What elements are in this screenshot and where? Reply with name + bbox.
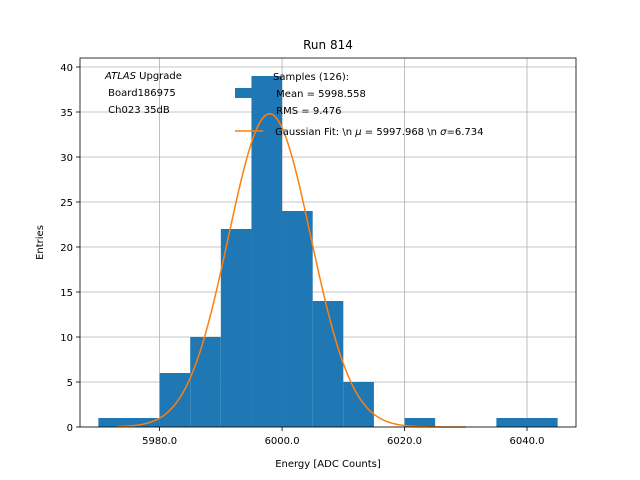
y-axis-label: Entries [35, 225, 46, 260]
histogram-bar [220, 229, 252, 427]
legend: Samples (126): Mean = 5998.558 RMS = 9.4… [235, 72, 483, 138]
x-tick-label: 5980.0 [142, 436, 177, 447]
legend-fit-sigma: σ [440, 127, 447, 138]
histogram-bar [343, 382, 374, 427]
histogram-bars [98, 76, 558, 427]
gaussian-fit [116, 113, 466, 428]
x-axis-ticks: 5980.0 6000.0 6020.0 6040.0 [142, 427, 545, 447]
y-axis-ticks: 0 5 10 15 20 25 30 35 40 [60, 63, 80, 434]
legend-hist-label: RMS = 9.476 [273, 106, 341, 117]
y-tick-label: 25 [60, 198, 73, 209]
legend-hist-label: Mean = 5998.558 [273, 89, 366, 100]
x-tick-label: 6020.0 [387, 436, 422, 447]
x-axis-label: Energy [ADC Counts] [275, 459, 381, 470]
annotation-line: Board186975 [105, 88, 176, 99]
atlas-annotation: ATLAS Upgrade Board186975 Ch023 35dB [104, 71, 182, 116]
histogram-bar [159, 373, 191, 427]
histogram-bar [527, 418, 558, 427]
y-tick-label: 20 [60, 243, 73, 254]
histogram-bar [312, 301, 344, 427]
histogram-bar [404, 418, 436, 427]
legend-fit-suffix: =6.734 [446, 127, 483, 138]
histogram-bar [128, 418, 160, 427]
plot-frame [79, 57, 577, 428]
histogram-bar [282, 211, 313, 427]
annotation-line: Ch023 35dB [105, 105, 170, 116]
y-tick-label: 5 [67, 378, 73, 389]
annotation-line: ATLAS Upgrade [104, 71, 182, 82]
annotation-rest: Upgrade [136, 71, 182, 82]
histogram-bar [98, 418, 129, 427]
legend-fit-mid: = 5997.968 \n [362, 127, 441, 138]
legend-fit-mu: μ [354, 127, 361, 138]
y-tick-label: 15 [60, 288, 73, 299]
histogram-bar [496, 418, 528, 427]
legend-fit-prefix: Gaussian Fit: \n [275, 127, 355, 138]
annotation-italic: ATLAS [104, 71, 137, 82]
legend-hist-label: Samples (126): [273, 72, 349, 83]
y-tick-label: 30 [60, 153, 73, 164]
legend-hist-swatch [235, 88, 263, 98]
y-tick-label: 0 [67, 423, 73, 434]
histogram-bar [251, 76, 283, 427]
y-tick-label: 10 [60, 333, 73, 344]
y-tick-label: 40 [60, 63, 73, 74]
x-tick-label: 6040.0 [510, 436, 545, 447]
chart-title: Run 814 [303, 38, 353, 52]
x-tick-label: 6000.0 [265, 436, 300, 447]
fit-curve [116, 113, 466, 428]
legend-fit-label: Gaussian Fit: \n μ = 5997.968 \n σ=6.734 [275, 127, 483, 138]
y-tick-label: 35 [60, 108, 73, 119]
histogram-bar [190, 337, 221, 427]
